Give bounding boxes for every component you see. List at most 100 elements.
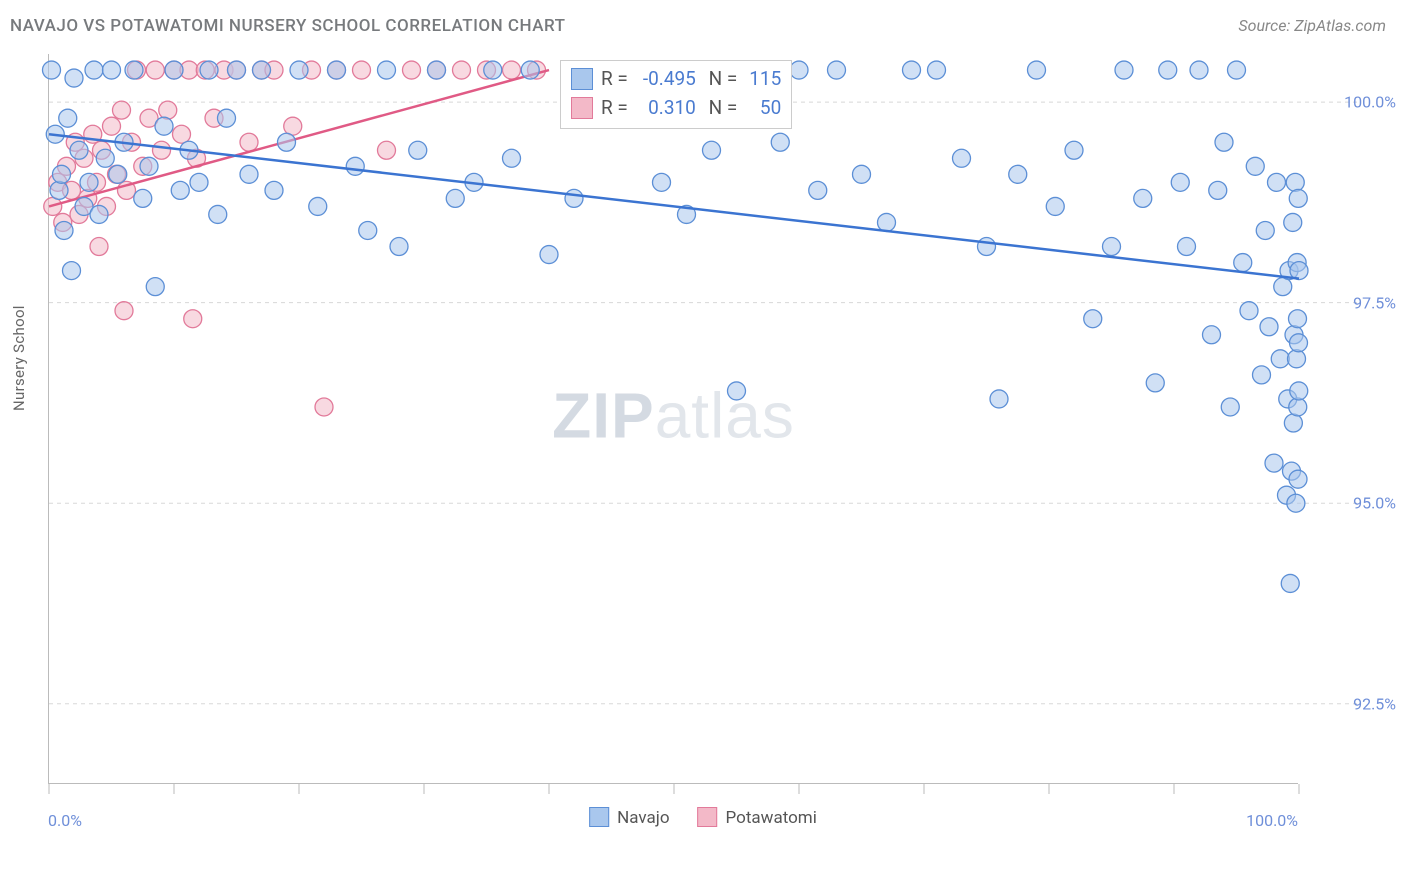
scatter-point: [853, 165, 871, 183]
scatter-point: [43, 61, 61, 79]
legend-label-potawatomi: Potawatomi: [726, 808, 817, 828]
scatter-point: [1256, 221, 1274, 239]
scatter-point: [328, 61, 346, 79]
scatter-point: [346, 157, 364, 175]
scatter-point: [378, 61, 396, 79]
scatter-point: [159, 101, 177, 119]
scatter-point: [403, 61, 421, 79]
scatter-point: [359, 221, 377, 239]
scatter-point: [703, 141, 721, 159]
scatter-point: [1009, 165, 1027, 183]
scatter-point: [453, 61, 471, 79]
scatter-point: [1084, 310, 1102, 328]
stats-swatch-navajo: [571, 68, 593, 90]
scatter-point: [1281, 574, 1299, 592]
scatter-point: [240, 133, 258, 151]
scatter-point: [171, 181, 189, 199]
scatter-point: [1228, 61, 1246, 79]
scatter-point: [165, 61, 183, 79]
chart-svg: [49, 54, 1298, 783]
scatter-point: [1290, 382, 1308, 400]
scatter-point: [540, 246, 558, 264]
scatter-point: [378, 141, 396, 159]
scatter-point: [1028, 61, 1046, 79]
stats-R-potawatomi: 0.310: [636, 94, 696, 123]
scatter-point: [218, 109, 236, 127]
scatter-point: [878, 213, 896, 231]
scatter-point: [484, 61, 502, 79]
scatter-point: [103, 117, 121, 135]
scatter-point: [728, 382, 746, 400]
stats-label-N2: N =: [704, 94, 737, 123]
scatter-point: [409, 141, 427, 159]
scatter-point: [1289, 310, 1307, 328]
scatter-point: [1146, 374, 1164, 392]
stats-N-navajo: 115: [745, 65, 781, 94]
scatter-point: [903, 61, 921, 79]
stats-row-navajo: R = -0.495 N = 115: [571, 65, 781, 94]
scatter-point: [771, 133, 789, 151]
scatter-point: [1215, 133, 1233, 151]
stats-row-potawatomi: R = 0.310 N = 50: [571, 94, 781, 123]
scatter-point: [353, 61, 371, 79]
scatter-point: [90, 205, 108, 223]
scatter-point: [990, 390, 1008, 408]
scatter-point: [953, 149, 971, 167]
legend-label-navajo: Navajo: [617, 808, 669, 828]
scatter-point: [90, 238, 108, 256]
scatter-point: [978, 238, 996, 256]
scatter-point: [1289, 398, 1307, 416]
scatter-point: [115, 302, 133, 320]
scatter-point: [1260, 318, 1278, 336]
scatter-point: [1246, 157, 1264, 175]
scatter-point: [80, 173, 98, 191]
scatter-point: [1288, 350, 1306, 368]
scatter-point: [1274, 278, 1292, 296]
scatter-point: [1159, 61, 1177, 79]
scatter-point: [59, 109, 77, 127]
scatter-point: [109, 165, 127, 183]
stats-label-R2: R =: [601, 94, 628, 123]
scatter-point: [521, 61, 539, 79]
legend-item-potawatomi: Potawatomi: [698, 807, 817, 828]
scatter-point: [1065, 141, 1083, 159]
y-tick-label: 92.5%: [1353, 694, 1396, 713]
plot-area: ZIPatlas: [48, 54, 1298, 784]
scatter-point: [390, 238, 408, 256]
scatter-point: [1271, 350, 1289, 368]
chart-title: NAVAJO VS POTAWATOMI NURSERY SCHOOL CORR…: [10, 16, 566, 36]
stats-label-N: N =: [704, 65, 737, 94]
scatter-point: [209, 205, 227, 223]
scatter-point: [1253, 366, 1271, 384]
scatter-point: [1190, 61, 1208, 79]
scatter-point: [428, 61, 446, 79]
scatter-point: [1203, 326, 1221, 344]
scatter-point: [146, 278, 164, 296]
scatter-point: [63, 262, 81, 280]
stats-R-navajo: -0.495: [636, 65, 696, 94]
scatter-point: [50, 181, 68, 199]
scatter-point: [1178, 238, 1196, 256]
scatter-point: [55, 221, 73, 239]
scatter-point: [155, 117, 173, 135]
scatter-point: [85, 61, 103, 79]
y-tick-label: 97.5%: [1353, 293, 1396, 312]
scatter-point: [928, 61, 946, 79]
scatter-point: [146, 61, 164, 79]
scatter-point: [65, 69, 83, 87]
source-credit: Source: ZipAtlas.com: [1238, 16, 1386, 35]
scatter-point: [1171, 173, 1189, 191]
scatter-point: [503, 61, 521, 79]
scatter-point: [1268, 173, 1286, 191]
legend: Navajo Potawatomi: [589, 807, 817, 828]
scatter-point: [200, 61, 218, 79]
scatter-point: [103, 61, 121, 79]
scatter-point: [125, 61, 143, 79]
stats-label-R: R =: [601, 65, 628, 94]
scatter-point: [140, 157, 158, 175]
trend-line: [49, 134, 1299, 278]
scatter-point: [1284, 414, 1302, 432]
scatter-point: [240, 165, 258, 183]
scatter-point: [284, 117, 302, 135]
scatter-point: [184, 310, 202, 328]
